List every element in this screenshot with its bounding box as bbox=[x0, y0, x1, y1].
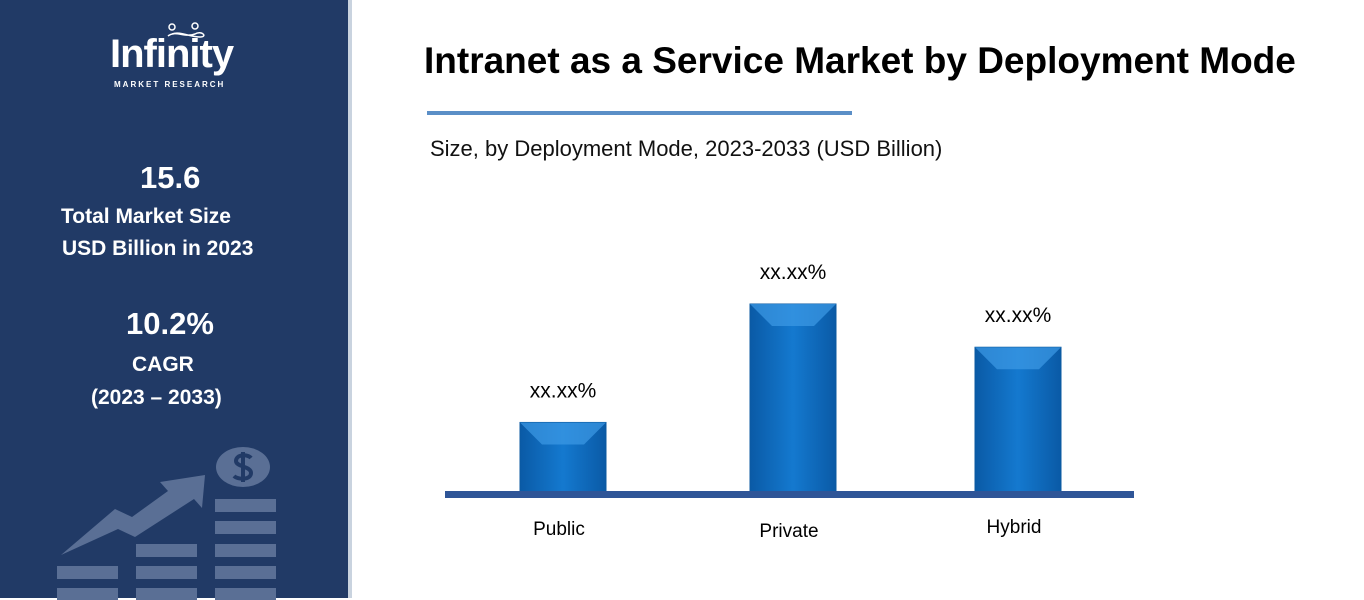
category-label: Public bbox=[533, 519, 585, 540]
cagr-value: 10.2% bbox=[126, 306, 214, 341]
category-label: Private bbox=[759, 521, 818, 542]
growth-chart-dollar-icon bbox=[57, 447, 276, 600]
data-label: xx.xx% bbox=[760, 261, 827, 284]
bar-bevel bbox=[750, 304, 836, 326]
logo-text: Infinity bbox=[110, 32, 234, 76]
bar-chart: xx.xx% Public xx.xx% Private xx.xx% Hybrid bbox=[445, 261, 1134, 542]
chart-title: Intranet as a Service Market by Deployme… bbox=[424, 40, 1296, 81]
bar-private bbox=[749, 303, 837, 493]
company-logo: Infinity MARKET RESEARCH bbox=[110, 22, 250, 92]
logo-subtext: MARKET RESEARCH bbox=[114, 80, 226, 89]
market-size-unit: USD Billion in 2023 bbox=[62, 237, 254, 260]
sidebar: Infinity MARKET RESEARCH 15.6 Total Mark… bbox=[0, 0, 352, 600]
cagr-label: CAGR bbox=[132, 353, 194, 376]
market-size-value: 15.6 bbox=[140, 160, 201, 195]
bar-bevel bbox=[520, 422, 606, 445]
bar-bevel bbox=[975, 347, 1061, 370]
data-label: xx.xx% bbox=[530, 379, 597, 402]
market-size-label: Total Market Size bbox=[61, 205, 231, 228]
chart-baseline bbox=[445, 491, 1134, 498]
data-label: xx.xx% bbox=[985, 304, 1052, 327]
infinity-logo-icon bbox=[167, 22, 205, 38]
category-label: Hybrid bbox=[987, 517, 1042, 538]
bar-hybrid bbox=[974, 346, 1062, 493]
cagr-period: (2023 – 2033) bbox=[91, 386, 222, 409]
title-underline bbox=[427, 111, 852, 115]
chart-subtitle: Size, by Deployment Mode, 2023-2033 (USD… bbox=[430, 136, 943, 161]
